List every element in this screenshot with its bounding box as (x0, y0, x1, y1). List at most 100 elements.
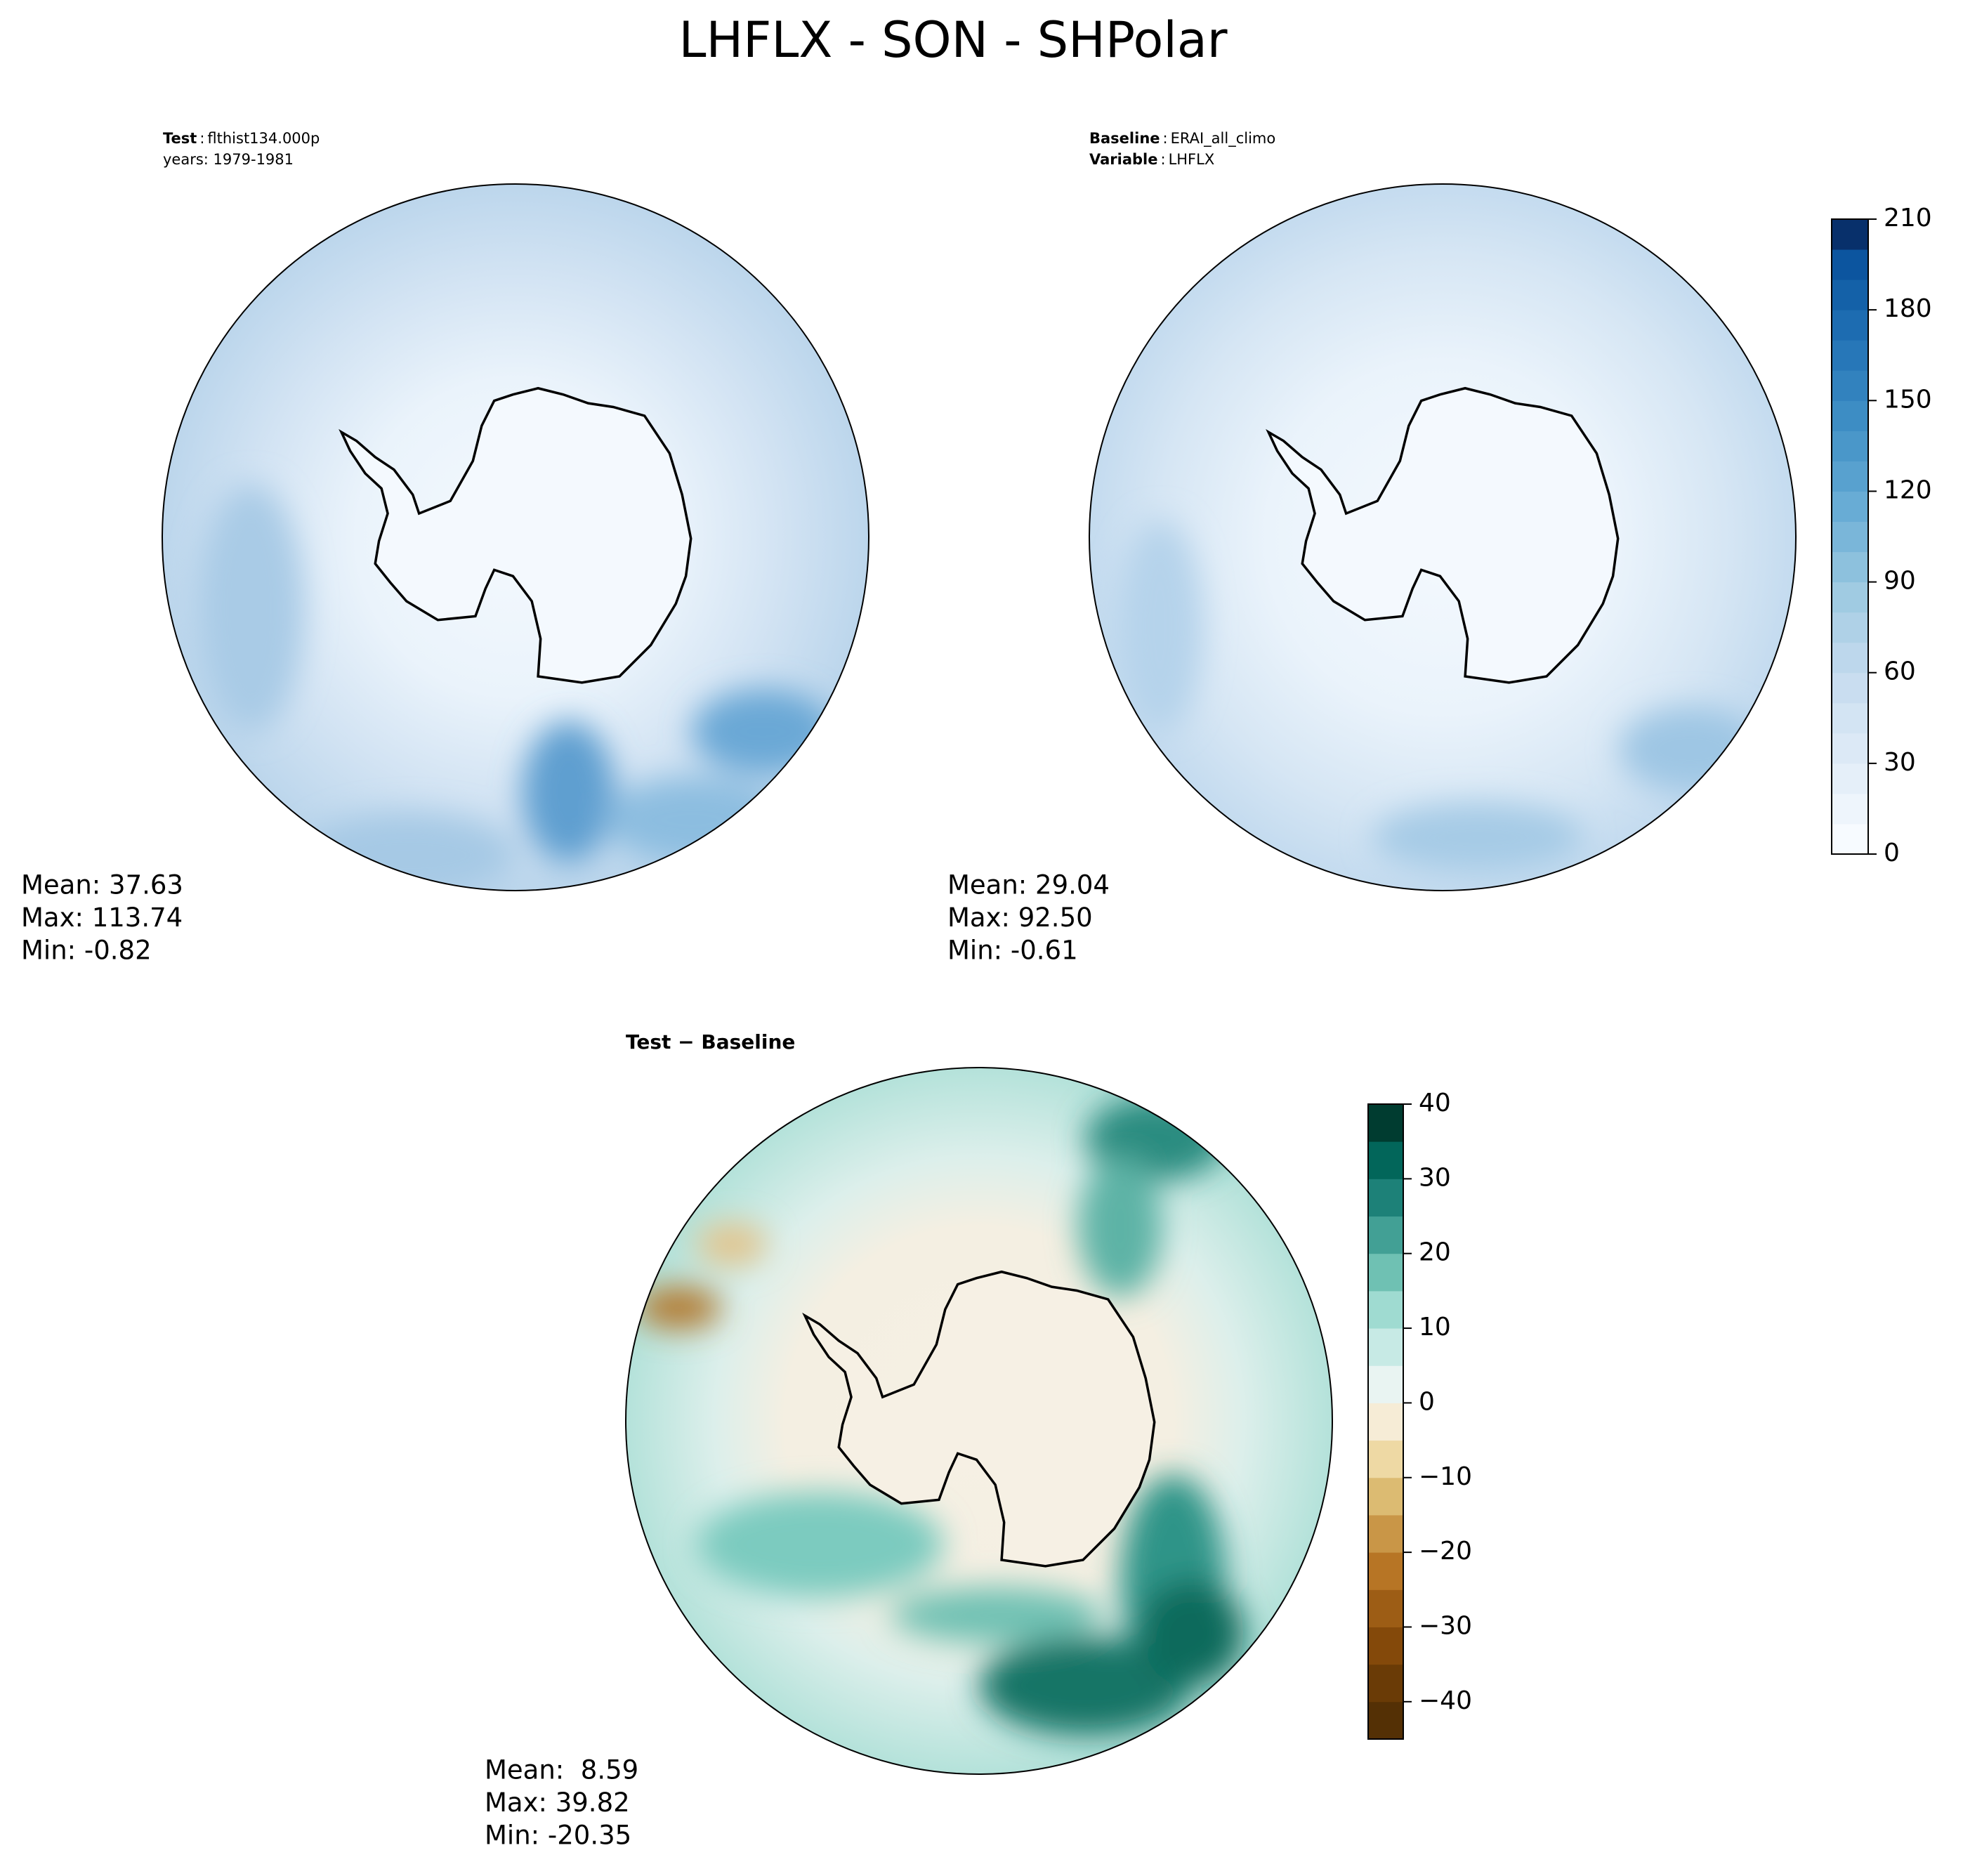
colorbar-tick-label: 0 (1419, 1387, 1435, 1416)
colorbar-tick-label: 40 (1419, 1089, 1451, 1117)
label-sep: : (199, 130, 204, 147)
map-blob (197, 484, 304, 732)
label-value: flthist134.000p (207, 130, 320, 147)
colorbar-tick-label: 150 (1884, 385, 1932, 414)
map-blob (1138, 1580, 1245, 1686)
map (626, 1068, 1332, 1774)
colorbar-tick-label: 0 (1884, 839, 1900, 867)
colorbar-bin (1832, 400, 1868, 431)
colorbar-tick-label: 90 (1884, 567, 1916, 596)
coastline (1266, 386, 1620, 684)
colorbar-bin (1832, 491, 1868, 522)
map-blob (603, 778, 781, 862)
map-border (1089, 183, 1797, 891)
label-name: Baseline (1089, 130, 1160, 147)
colorbar-bin (1832, 733, 1868, 764)
panel-stat: Mean: 37.63 (21, 870, 183, 900)
map-blob (891, 1587, 1103, 1644)
map-blob (1077, 1155, 1163, 1297)
panel-stat: Max: 39.82 (485, 1788, 630, 1818)
panel-label: years: 1979-1981 (163, 151, 294, 168)
colorbar-tick-label: 30 (1884, 748, 1916, 777)
colorbar-bin (1368, 1403, 1403, 1441)
colorbar-bin (1368, 1664, 1403, 1703)
colorbar-tick-label: −40 (1419, 1686, 1472, 1715)
panel-stat: Min: -0.61 (947, 936, 1078, 966)
panel-stat: Mean: 29.04 (947, 870, 1110, 900)
label-value: LHFLX (1169, 151, 1215, 168)
colorbar-bin (1368, 1552, 1403, 1590)
colorbar-bin (1368, 1627, 1403, 1665)
map-blob (1117, 519, 1202, 732)
colorbar-bin (1368, 1328, 1403, 1366)
colorbar-tick-label: 20 (1419, 1238, 1451, 1267)
map-border (162, 183, 869, 891)
panel-stat: Max: 92.50 (947, 903, 1093, 933)
colorbar-bin (1368, 1477, 1403, 1516)
colorbar-bin (1368, 1216, 1403, 1254)
colorbar-frame (1367, 1103, 1404, 1740)
colorbar-bin (1368, 1141, 1403, 1179)
colorbar-bin (1368, 1440, 1403, 1478)
label-name: Variable (1089, 151, 1157, 168)
colorbar-bin (1368, 1365, 1403, 1403)
colorbar-tick-label: −30 (1419, 1611, 1472, 1640)
figure-title: LHFLX - SON - SHPolar (678, 11, 1227, 69)
colorbar-bin (1832, 642, 1868, 674)
colorbar-bin (1832, 551, 1868, 583)
colorbar-tick-label: −10 (1419, 1462, 1472, 1491)
colorbar-bin (1368, 1589, 1403, 1627)
label-sep: : (1160, 151, 1165, 168)
colorbar-bin (1832, 582, 1868, 613)
map-blob (692, 689, 834, 775)
colorbar-bin (1368, 1179, 1403, 1217)
colorbar-tick-label: 10 (1419, 1313, 1451, 1342)
map-blob (696, 1223, 768, 1266)
map-blob (696, 1491, 944, 1598)
colorbar-bin (1832, 823, 1868, 855)
colorbar-tick-label: 60 (1884, 657, 1916, 686)
panel-label: Test: flthist134.000p (163, 130, 320, 147)
colorbar-bin (1832, 431, 1868, 461)
map-blob (979, 1636, 1191, 1736)
colorbar-bin (1368, 1290, 1403, 1329)
map (162, 184, 869, 891)
panel-label: Variable: LHFLX (1089, 151, 1214, 168)
colorbar-bin (1832, 461, 1868, 492)
colorbar-bin (1832, 219, 1868, 250)
colorbar-tick-label: −20 (1419, 1537, 1472, 1566)
colorbar-tick-label: 120 (1884, 475, 1932, 504)
map-blob (1372, 802, 1584, 873)
label-sep: : (1163, 130, 1168, 147)
colorbar-bin (1368, 1104, 1403, 1142)
map-blob (636, 1286, 721, 1330)
colorbar-tick-label: 30 (1419, 1163, 1451, 1192)
colorbar-tick-label: 210 (1884, 204, 1932, 232)
colorbar-bin (1832, 702, 1868, 734)
colorbar-bin (1832, 370, 1868, 401)
map-blob (303, 813, 516, 891)
label-value: ERAI_all_climo (1171, 130, 1276, 147)
colorbar-tick-label: 180 (1884, 294, 1932, 323)
colorbar-frame (1831, 218, 1869, 855)
label-name: Test (163, 130, 197, 147)
map-border (625, 1067, 1333, 1775)
colorbar-bin (1832, 310, 1868, 341)
colorbar-bin (1832, 793, 1868, 825)
colorbar-bin (1368, 1253, 1403, 1292)
colorbar-bin (1832, 340, 1868, 371)
colorbar-bin (1832, 249, 1868, 280)
panel-title: Test − Baseline (626, 1030, 795, 1054)
map-blob (1619, 707, 1761, 792)
colorbar-bin (1832, 672, 1868, 704)
map-anomalies (197, 484, 834, 891)
colorbar-bin (1368, 1701, 1403, 1740)
colorbar-bin (1832, 612, 1868, 643)
label-value: years: 1979-1981 (163, 151, 294, 168)
panel-label: Baseline: ERAI_all_climo (1089, 130, 1275, 147)
coastline (339, 386, 692, 684)
colorbar-bin (1832, 280, 1868, 310)
map-anomalies (636, 1096, 1245, 1736)
map-blob (523, 721, 615, 862)
